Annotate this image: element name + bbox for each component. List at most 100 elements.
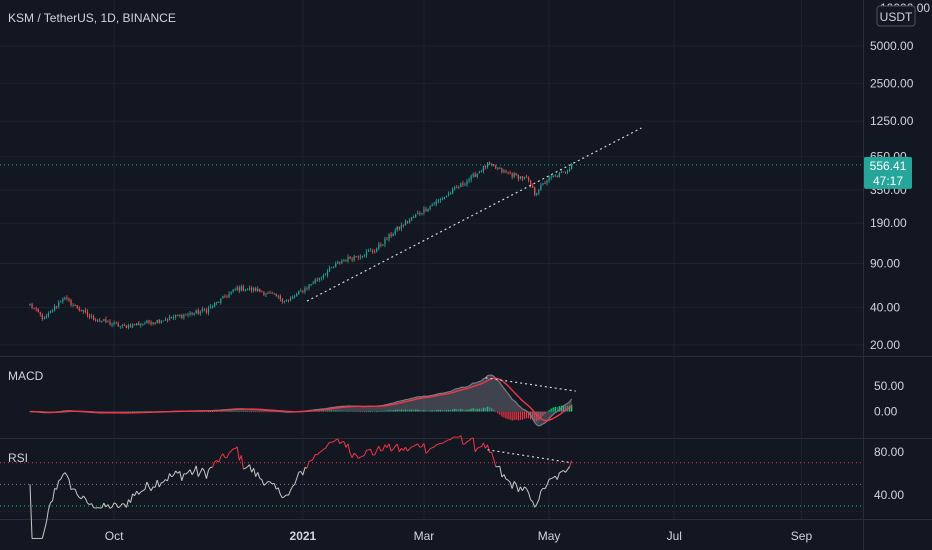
candle-body [532, 185, 534, 188]
rsi-line-segment [355, 454, 359, 459]
macd-histogram-bar [493, 409, 495, 412]
candle-body [306, 288, 308, 289]
rsi-line-segment [259, 477, 263, 481]
macd-histogram-bar [119, 411, 121, 413]
rsi-line-segment [150, 486, 154, 491]
candle-body [548, 177, 550, 182]
rsi-line-segment [109, 506, 113, 509]
price-tick-label: 1250.00 [870, 114, 914, 128]
currency-badge[interactable]: USDT [876, 5, 916, 27]
rsi-line-segment [384, 444, 388, 448]
candle-body [90, 316, 93, 318]
candle-body [376, 248, 378, 252]
time-tick-label: Sep [791, 529, 813, 543]
candle-body [349, 256, 351, 259]
macd-histogram-bar [129, 411, 132, 413]
candle-body [267, 292, 269, 294]
rsi-line-segment [546, 479, 550, 486]
rsi-line-segment [294, 478, 298, 485]
candle-body [505, 170, 507, 173]
rsi-line-segment [296, 472, 300, 479]
candle-body [491, 164, 493, 165]
time-tick-label: Jul [667, 529, 682, 543]
macd-histogram-bar [501, 411, 503, 417]
macd-histogram-bar [511, 411, 513, 421]
macd-histogram-bar [107, 411, 109, 413]
macd-tick-label: 50.00 [874, 379, 904, 393]
candle-body [216, 302, 218, 303]
candle-body [97, 320, 99, 322]
rsi-line-segment [534, 503, 538, 508]
rsi-line-segment [125, 499, 129, 508]
candle-body [478, 171, 480, 174]
candle-body [31, 304, 33, 308]
rsi-panel[interactable] [0, 435, 863, 539]
macd-histogram-bar [447, 409, 450, 412]
candle-body [357, 256, 359, 258]
candle-body [103, 319, 105, 321]
price-axis[interactable]: 20.0040.0090.00190.00350.00650.001250.00… [870, 1, 930, 502]
macd-area [30, 375, 572, 426]
rsi-line-segment [107, 504, 111, 509]
macd-divergence-line[interactable] [485, 377, 576, 392]
rsi-line-segment [310, 458, 314, 462]
time-tick-label: Mar [414, 529, 435, 543]
candle-body [54, 305, 56, 311]
candle-body [62, 299, 64, 302]
macd-histogram-bar [468, 409, 470, 412]
candle-body [460, 183, 462, 188]
rsi-line-segment [199, 467, 203, 473]
candle-body [298, 291, 300, 295]
rsi-line-segment [333, 439, 337, 443]
macd-panel[interactable] [29, 374, 576, 427]
macd-histogram-bar [333, 410, 335, 412]
candle-body [140, 324, 142, 326]
macd-histogram-bar [564, 405, 567, 412]
macd-histogram-bar [546, 411, 548, 413]
candle-body [388, 234, 390, 240]
macd-histogram-bar [411, 409, 413, 412]
rsi-line-segment [532, 501, 536, 508]
macd-histogram-bar [339, 410, 341, 412]
candle-body [530, 180, 532, 186]
rsi-line-segment [466, 440, 470, 443]
candle-body [380, 244, 382, 246]
rsi-line-segment [302, 467, 306, 476]
rsi-line-segment [374, 450, 378, 456]
candle-body [131, 324, 134, 328]
candle-body [538, 190, 540, 193]
macd-histogram-bar [257, 411, 259, 413]
candle-body [289, 298, 292, 301]
rsi-line-segment [405, 446, 408, 452]
rsi-line-segment [193, 465, 197, 472]
rsi-line-segment [253, 468, 257, 477]
candle-body [232, 289, 234, 292]
rsi-line-segment [413, 444, 417, 447]
rsi-line-segment [378, 445, 382, 452]
rsi-line-segment [208, 467, 211, 471]
macd-histogram-bar [142, 411, 144, 412]
macd-histogram-bar [419, 409, 421, 412]
candle-body [468, 179, 470, 182]
rsi-line-segment [284, 494, 287, 497]
candle-body [378, 244, 380, 249]
candle-body [341, 260, 343, 264]
candle-body [240, 286, 242, 291]
macd-histogram-bar [542, 411, 544, 416]
candle-body [472, 174, 474, 176]
candle-body [281, 299, 283, 302]
candle-body [316, 279, 318, 281]
candle-body [558, 173, 560, 178]
macd-histogram-bar [458, 409, 460, 412]
time-axis[interactable]: Oct 2021 Mar May Jul Sep [105, 529, 813, 543]
candle-body [43, 317, 45, 320]
candle-body [255, 288, 257, 292]
candle-body [374, 251, 376, 253]
candle-body [253, 288, 255, 291]
rsi-line-segment [431, 446, 435, 449]
rsi-divergence-line[interactable] [487, 449, 572, 464]
main-price-panel[interactable] [0, 0, 863, 519]
macd-histogram-bar [269, 411, 271, 413]
